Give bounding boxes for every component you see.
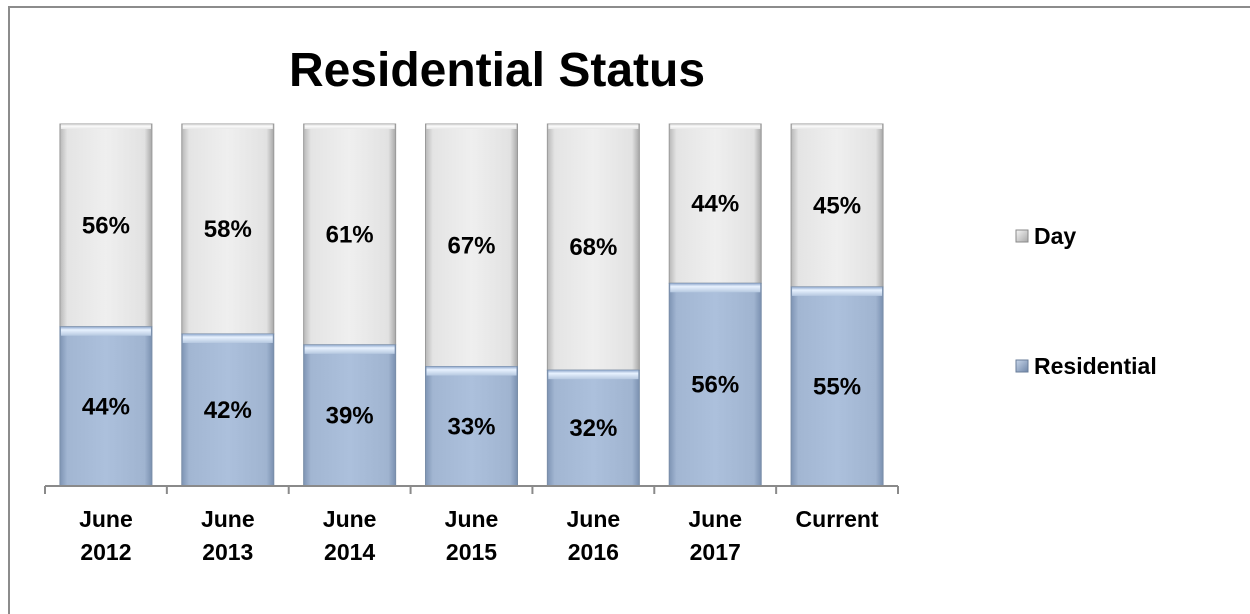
bar-day-cap-0 [60, 124, 151, 129]
legend: Day Residential [1015, 223, 1157, 379]
bar-day-cap-6 [792, 124, 883, 129]
bar-day-5 [668, 123, 762, 284]
bar-residential-cap-2 [304, 344, 395, 354]
tick-label-line: June [201, 506, 255, 532]
bar-day-1 [181, 123, 275, 335]
data-label-day-2: 61% [326, 221, 374, 248]
data-label-day-1: 58% [204, 216, 252, 243]
tick-label-line: June [567, 506, 621, 532]
tick-label-1: June 2013 [201, 506, 255, 565]
tick-label-3: June 2015 [445, 506, 499, 565]
x-axis: June 2012 June 2013 June 2014 June 2015 June 2016… [44, 485, 899, 565]
tick-label-5: June 2017 [688, 506, 742, 565]
bar-residential-cap-5 [670, 283, 761, 293]
bar-day-3 [425, 123, 518, 368]
tick-label-line: Current [796, 506, 879, 532]
bar-residential-5 [668, 282, 762, 487]
bar-day-cap-5 [670, 124, 761, 129]
data-label-day-0: 56% [82, 212, 130, 239]
bar-residential-cap-6 [792, 286, 883, 296]
tick-label-line: June [79, 506, 133, 532]
bar-residential-6 [790, 286, 884, 487]
tick-label-line: June [688, 506, 742, 532]
bar-day-cap-4 [548, 124, 639, 129]
bar-residential-cap-1 [182, 333, 273, 343]
data-label-residential-5: 56% [691, 372, 739, 399]
data-label-day-4: 68% [569, 234, 617, 261]
tick-label-6: Current [796, 506, 879, 532]
bar-residential-cap-3 [426, 366, 517, 376]
legend-swatch-0 [1015, 229, 1029, 243]
tick-label-line: June [445, 506, 499, 532]
bar-day-6 [790, 123, 884, 288]
bars-group: 56% 44% 58% 42% 61% 39% 67% 33% 68% 32% 44% 56% 45% 5… [59, 123, 884, 487]
data-label-day-3: 67% [447, 232, 495, 259]
legend-label-1: Residential [1034, 353, 1157, 379]
bar-day-2 [303, 123, 397, 346]
bar-residential-1 [181, 333, 275, 487]
data-label-day-6: 45% [813, 192, 861, 219]
tick-label-line: 2014 [324, 539, 375, 565]
tick-label-4: June 2016 [567, 506, 621, 565]
bar-residential-0 [59, 326, 153, 487]
bar-residential-cap-4 [548, 370, 639, 380]
legend-swatch-1 [1015, 359, 1029, 373]
tick-label-2: June 2014 [323, 506, 377, 565]
bar-day-cap-2 [304, 124, 395, 129]
legend-label-0: Day [1034, 223, 1076, 249]
data-label-residential-1: 42% [204, 397, 252, 424]
data-label-residential-2: 39% [326, 402, 374, 429]
data-label-day-5: 44% [691, 191, 739, 218]
tick-label-line: 2013 [202, 539, 253, 565]
bar-day-0 [59, 123, 153, 328]
bar-day-cap-1 [182, 124, 273, 129]
tick-label-0: June 2012 [79, 506, 133, 565]
bar-day-4 [546, 123, 640, 371]
bar-residential-2 [303, 344, 397, 487]
tick-label-line: June [323, 506, 377, 532]
tick-label-line: 2016 [568, 539, 619, 565]
tick-label-line: 2012 [80, 539, 131, 565]
bar-day-cap-3 [426, 124, 517, 129]
tick-label-line: 2017 [690, 539, 741, 565]
chart-title: Residential Status [289, 44, 705, 97]
bar-residential-cap-0 [60, 326, 151, 336]
data-label-residential-0: 44% [82, 393, 130, 420]
data-label-residential-4: 32% [569, 415, 617, 442]
data-label-residential-6: 55% [813, 373, 861, 400]
tick-label-line: 2015 [446, 539, 497, 565]
data-label-residential-3: 33% [447, 413, 495, 440]
